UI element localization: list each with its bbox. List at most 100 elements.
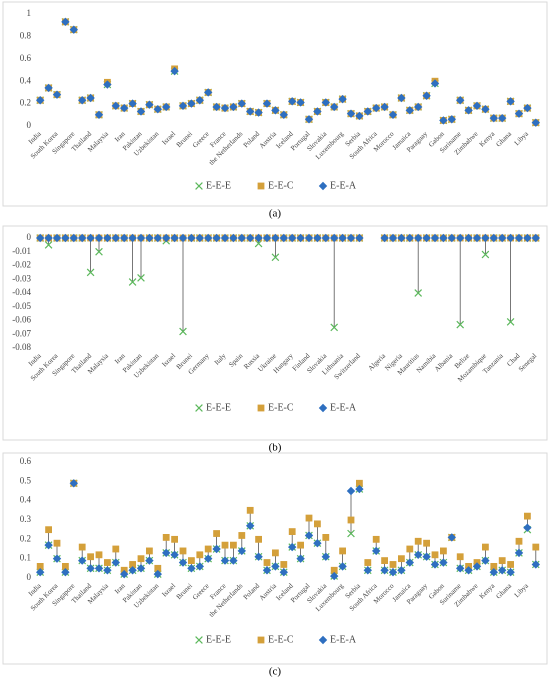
point [288,542,297,552]
point [355,233,364,243]
caption: (c) [269,666,282,678]
point [279,233,288,243]
point [220,556,230,565]
point [498,233,507,243]
point [372,535,380,543]
point [279,110,288,119]
point [414,289,423,297]
point [397,93,406,103]
point [280,561,288,568]
point [346,233,356,243]
point [489,233,498,243]
point [112,545,120,553]
legend-marker [257,636,265,644]
point [422,91,431,100]
point [414,550,423,559]
x-tick-label: Senegal [517,352,538,373]
point [145,556,154,565]
point [204,233,213,243]
point [439,116,448,125]
point [321,233,330,243]
point [372,103,381,113]
point [531,560,540,569]
point [52,233,62,243]
point [220,233,230,243]
point [430,233,440,243]
point [304,115,314,124]
x-tick-label: Brunei [175,582,194,601]
point [61,568,70,577]
x-tick-label: Austria [258,129,279,150]
point [405,106,414,115]
point [103,566,112,575]
point [398,555,405,563]
point [481,233,490,243]
point [464,106,473,115]
point [111,233,120,243]
x-tick-label: Ghana [495,581,514,600]
point [179,327,187,336]
point [490,563,498,570]
point [456,96,465,105]
y-tick-label: 0.2 [20,98,31,108]
point [381,557,388,564]
point [86,268,95,277]
point [321,98,330,107]
point [254,552,263,561]
point [179,547,187,555]
point [187,233,196,243]
point [347,516,355,524]
point [313,107,322,116]
point [120,569,129,579]
point [262,566,272,575]
point [330,102,339,112]
point [406,545,414,553]
point [507,561,514,568]
point [288,528,296,535]
point [229,233,238,243]
point [397,233,406,243]
point [254,108,263,117]
point [103,233,112,243]
point [506,233,515,243]
legend-label: E-E-E [206,402,231,413]
y-tick-label: -0.03 [12,273,31,283]
point [423,539,430,547]
point [69,25,78,34]
point [314,520,321,528]
point [356,479,363,487]
point [363,107,372,116]
point [220,103,230,113]
point [271,106,280,115]
point [405,558,414,567]
point [422,233,431,243]
point [321,552,330,561]
point [137,274,145,282]
y-tick-label: 0.4 [20,495,32,505]
legend-label: E-E-C [268,402,294,413]
legend-label: E-E-A [330,402,357,413]
point [78,233,87,243]
caption: (b) [269,442,282,454]
point [246,233,255,243]
point [272,549,279,557]
point [178,101,188,111]
point [506,568,515,577]
point [111,558,120,567]
point [213,530,220,537]
y-tick-label: 0.6 [20,456,32,466]
legend-marker [318,181,328,191]
point [271,562,280,571]
point [388,110,398,119]
point [204,545,212,553]
point [94,233,104,243]
y-tick-label: 0.6 [20,53,32,63]
point [380,566,389,575]
point [103,80,112,89]
point [53,539,61,547]
point [523,103,532,113]
y-tick-label: 0 [27,232,32,242]
point [414,233,423,243]
point [330,566,338,574]
point [422,552,431,561]
